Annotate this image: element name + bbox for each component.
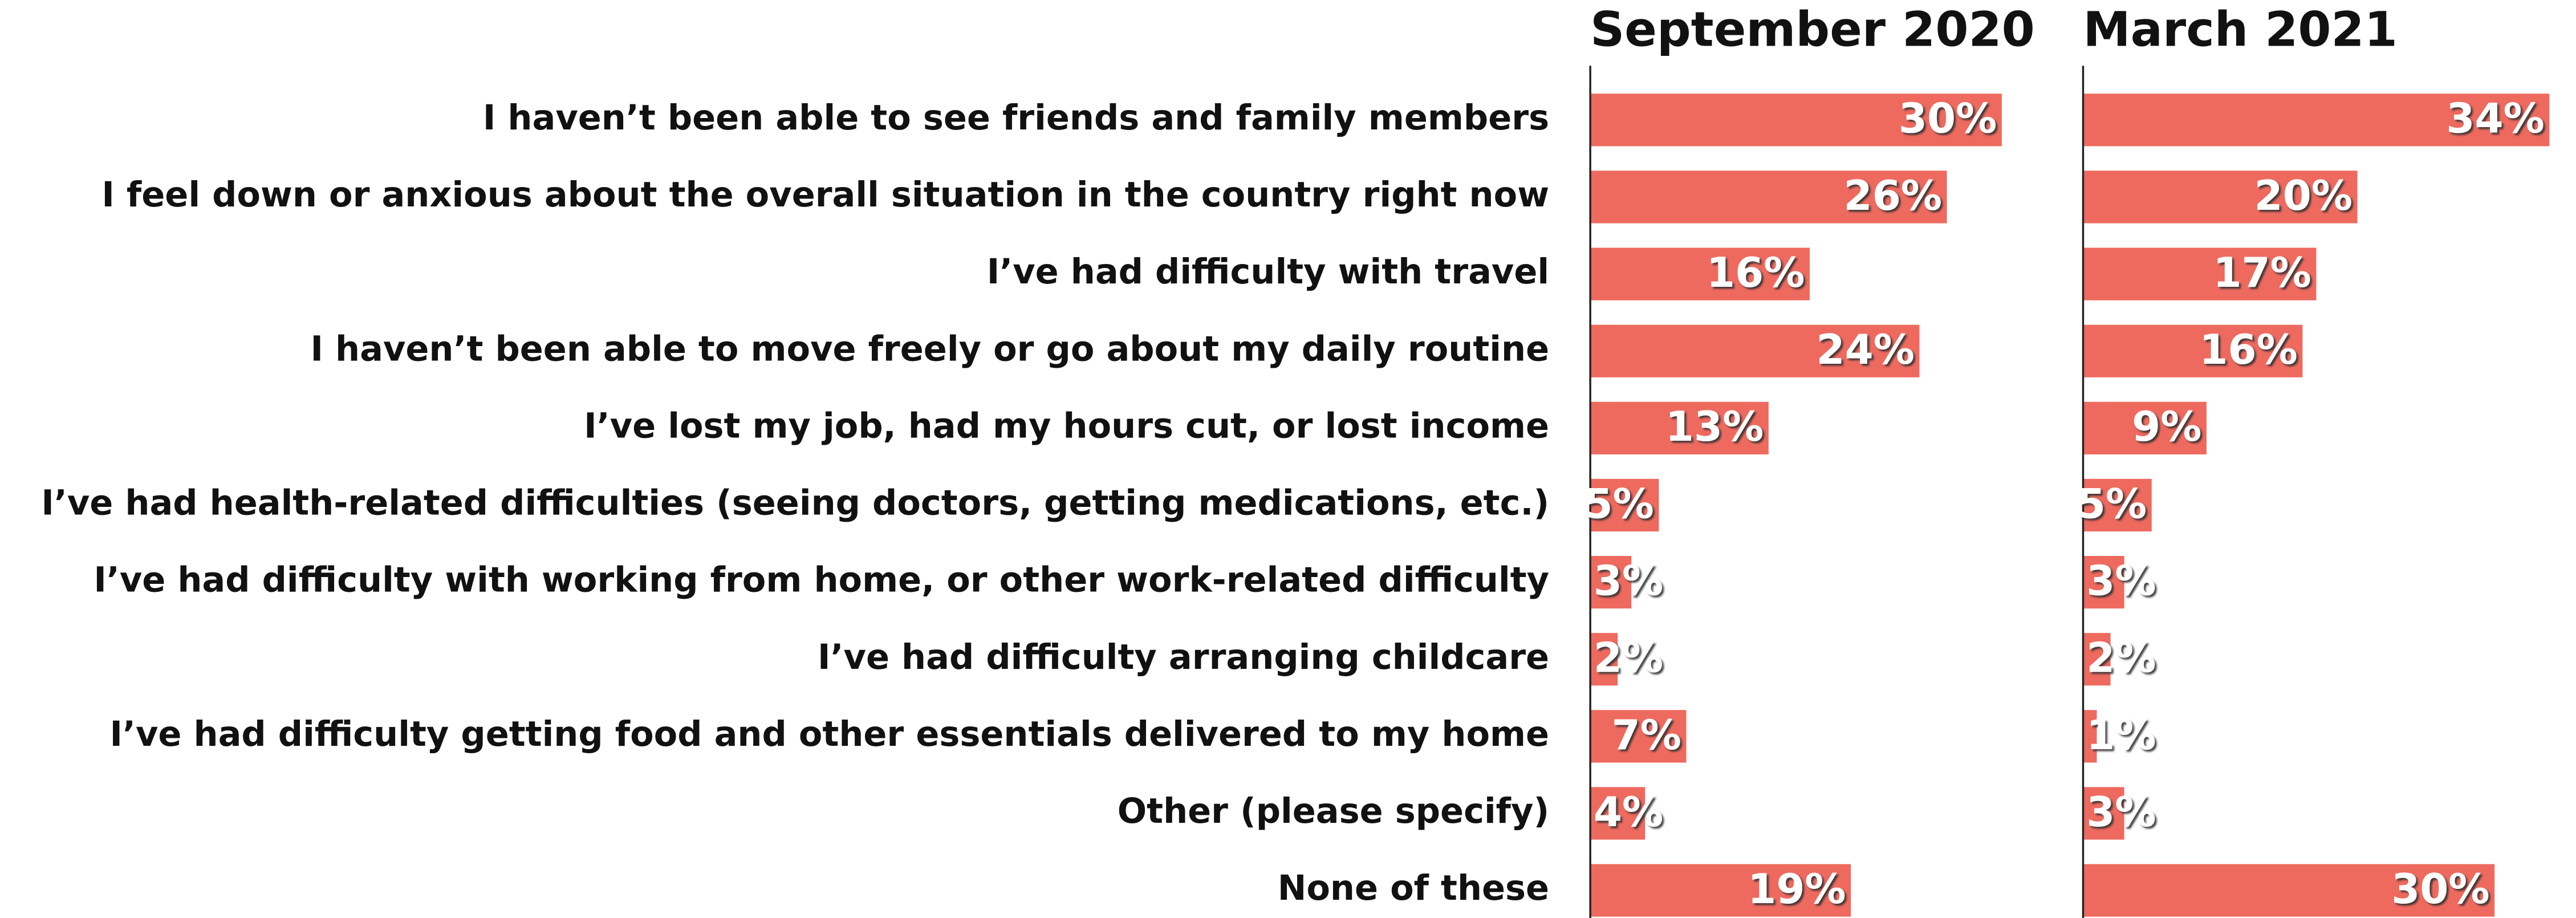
value-label: 9% (2132, 403, 2201, 450)
value-label: 2% (2086, 634, 2156, 682)
bar (2083, 864, 2495, 917)
value-label: 3% (2086, 557, 2156, 605)
value-label: 30% (2391, 865, 2489, 913)
bar (2083, 787, 2124, 840)
value-label: 5% (1584, 480, 1654, 527)
category-label: I’ve lost my job, had my hours cut, or l… (584, 406, 1549, 446)
value-label: 3% (1594, 557, 1663, 605)
value-label: 5% (2077, 480, 2147, 527)
bar (1590, 94, 2002, 147)
value-label: 13% (1665, 403, 1764, 450)
value-label: 7% (1612, 711, 1681, 759)
bar (1590, 555, 1632, 609)
bar (2083, 170, 2358, 224)
bar (2083, 401, 2207, 454)
value-label: 16% (1707, 249, 1805, 296)
bar (2083, 555, 2124, 609)
bar (1590, 401, 1769, 454)
value-label: 4% (1594, 788, 1663, 836)
bar (2083, 247, 2317, 300)
value-label: 19% (1748, 865, 1846, 913)
category-label: I haven’t been able to see friends and f… (483, 98, 1549, 138)
value-label: 30% (1899, 95, 1997, 143)
bar (1590, 247, 1810, 300)
bar (1590, 324, 1920, 377)
value-label: 3% (2086, 788, 2156, 836)
bar (1590, 787, 1645, 840)
category-label: I haven’t been able to move freely or go… (310, 329, 1549, 369)
category-label: None of these (1278, 868, 1549, 908)
category-label: I’ve had health-related difficulties (se… (41, 484, 1549, 523)
category-label: I’ve had difficulty getting food and oth… (109, 714, 1549, 754)
bar (1590, 633, 1618, 686)
value-label: 1% (2086, 711, 2156, 759)
value-label: 24% (1817, 326, 1915, 373)
bar (1590, 864, 1851, 917)
bar (1590, 710, 1687, 763)
bar (1590, 170, 1947, 224)
value-label: 34% (2446, 95, 2544, 143)
value-label: 16% (2199, 326, 2297, 373)
value-label: 26% (1844, 172, 1942, 220)
bar (2083, 478, 2152, 532)
bar (2083, 710, 2097, 763)
bar (2083, 633, 2111, 686)
category-label: I’ve had difficulty with travel (987, 252, 1549, 292)
bar (2083, 94, 2550, 147)
value-label: 20% (2254, 172, 2352, 220)
bar (2083, 324, 2303, 377)
panel-title: September 2020 (1590, 2, 2035, 58)
panel-title: March 2021 (2083, 2, 2397, 58)
category-label: I’ve had difficulty arranging childcare (818, 637, 1549, 677)
value-label: 17% (2213, 249, 2311, 296)
category-label: Other (please specify) (1118, 791, 1549, 831)
category-label: I’ve had difficulty with working from ho… (94, 560, 1549, 600)
category-label: I feel down or anxious about the overall… (101, 175, 1549, 215)
value-label: 2% (1594, 634, 1663, 682)
bar (1590, 478, 1659, 532)
